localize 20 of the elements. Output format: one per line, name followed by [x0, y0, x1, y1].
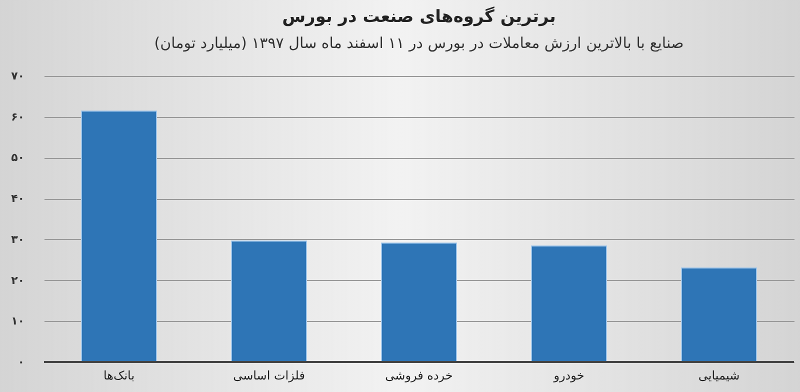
bar — [231, 240, 307, 362]
y-tick-label: ۰ — [18, 356, 24, 368]
y-tick-label: ۷۰ — [11, 70, 24, 82]
y-tick-label: ۵۰ — [11, 151, 24, 164]
bar — [531, 245, 607, 362]
chart-subtitle: صنایع با بالاترین ارزش معاملات در بورس در ۱۱ اسفند ماه سال ۱۳۹۷ (میلیارد تومان) — [154, 34, 684, 52]
y-tick-label: ۲۰ — [11, 274, 24, 287]
bar — [681, 268, 757, 362]
x-tick-label: خودرو — [552, 368, 584, 382]
y-tick-label: ۴۰ — [11, 192, 24, 206]
chart-title: برترین گروه‌های صنعت در بورس — [282, 6, 556, 27]
x-tick-label: شیمیایی — [698, 368, 740, 382]
y-tick-label: ۱۰ — [11, 314, 24, 328]
x-tick-label: خرده فروشی — [385, 368, 453, 382]
x-tick-label: فلزات اساسی — [233, 368, 305, 382]
y-tick-label: ۳۰ — [11, 232, 24, 246]
x-tick-label: بانک‌ها — [103, 368, 135, 382]
y-tick-label: ۶۰ — [11, 110, 24, 124]
bar — [381, 242, 457, 362]
bar — [81, 110, 157, 362]
